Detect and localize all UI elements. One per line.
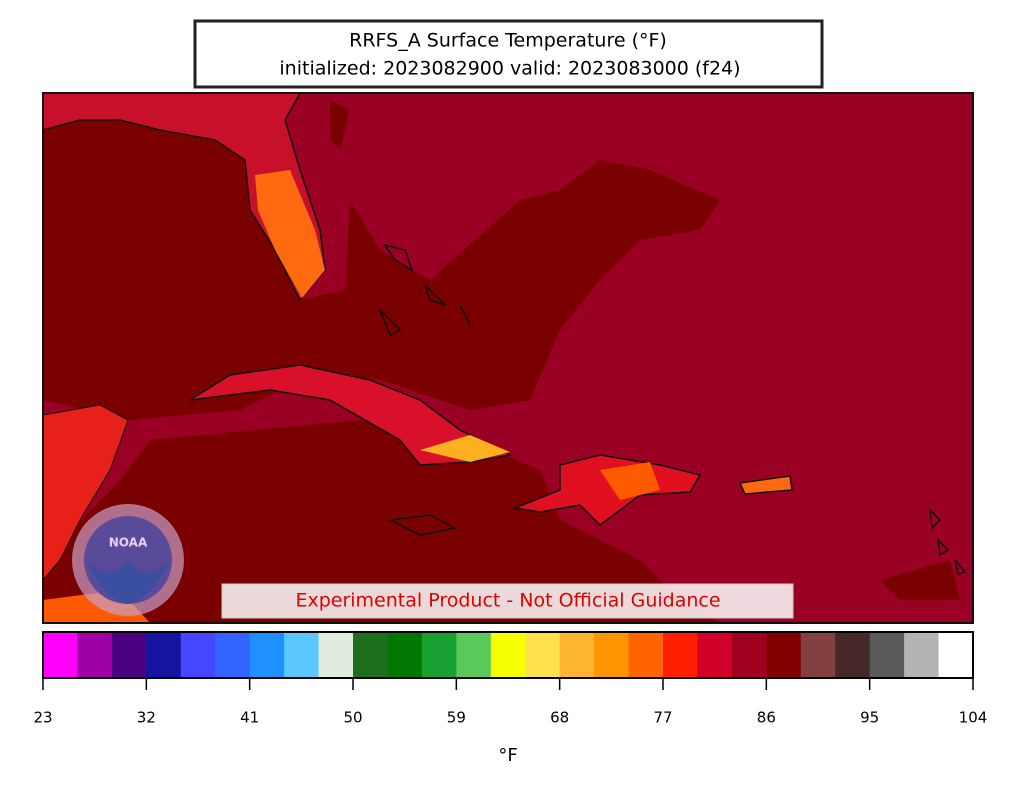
tick-label: 86 [757,709,776,727]
tick-label: 32 [137,709,156,727]
colorbar-bin [421,632,457,678]
tick-label: 50 [343,709,362,727]
colorbar: 23 32 41 50 59 68 77 86 95 104 [33,631,988,727]
hispaniola-warm [600,462,660,500]
colorbar-bin [318,632,354,678]
colorbar-bin [938,632,974,678]
title-box [193,19,824,89]
colorbar-bin [800,632,836,678]
colorbar-bin [215,632,251,678]
shelf [330,100,350,150]
colorbar-bin [353,632,388,678]
map [42,92,974,624]
shelf [880,560,960,600]
colorbar-bin [594,632,630,678]
colorbar-bin [490,632,526,678]
puerto-rico [738,475,793,495]
tick-label: 104 [959,709,988,727]
yucatan [43,404,129,581]
logo-wave [86,560,170,604]
colorbar-bin [525,632,561,678]
colorbar-bin [628,632,664,678]
cuba [189,364,513,466]
colorbar-bin [284,632,320,678]
islands [379,243,967,575]
colorbar-bin [77,632,113,678]
colorbar-bin [869,632,905,678]
florida [43,93,326,302]
colorbar-bin [43,632,78,678]
map-frame [42,92,974,624]
cuba-warm [420,435,510,462]
caribbean [43,420,720,623]
colorbar-bin [180,632,216,678]
colorbar-bin [663,632,698,678]
watermark: Experimental Product - Not Official Guid… [295,590,720,612]
gulf [43,110,720,420]
tick-label: 23 [33,709,52,727]
colorbar-bin [904,632,940,678]
colorbar-frame [42,631,974,679]
colorbar-bin [697,632,733,678]
noaa-logo: NOAA [72,504,184,616]
colorbar-label: °F [498,745,517,766]
tick-label: 68 [550,709,569,727]
colorbar-bin [456,632,492,678]
tick-label: 59 [447,709,466,727]
colorbar-bin [146,632,182,678]
tick-label: 41 [240,709,259,727]
colorbar-bin [766,632,802,678]
watermark-box [221,583,794,619]
florida-warm [255,170,325,298]
colorbar-bin [731,632,767,678]
tick-label: 95 [860,709,879,727]
title: RRFS_A Surface Temperature (°F) [349,30,667,52]
colorbar-bin [387,632,423,678]
tick-label: 77 [653,709,672,727]
subtitle: initialized: 2023082900 valid: 202308300… [279,58,740,80]
colorbar-bin [249,632,285,678]
jamaica [387,514,458,536]
colorbar-bin [835,632,871,678]
colorbar-bin [111,632,147,678]
logo-text: NOAA [109,536,148,550]
colorbar-bin [559,632,595,678]
